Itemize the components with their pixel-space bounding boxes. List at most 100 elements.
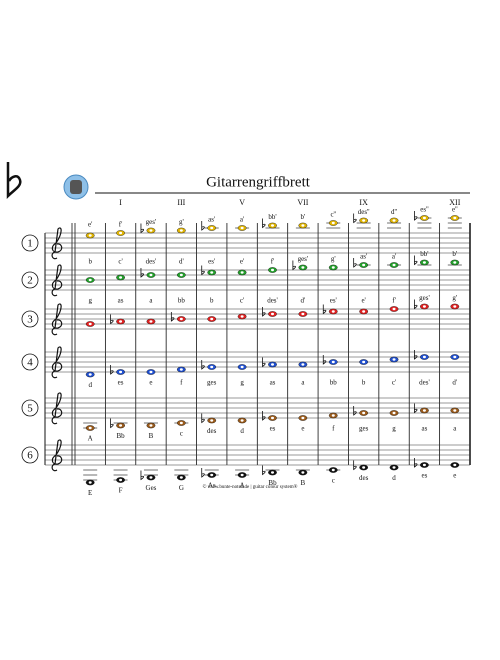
footer: © www.bunte-noten.de | guitar colour sys… — [203, 484, 298, 490]
note-hole — [331, 360, 335, 364]
note-label: ges' — [146, 218, 157, 226]
note-hole — [210, 365, 214, 369]
note-hole — [240, 315, 244, 318]
note-hole — [453, 409, 457, 412]
flat — [140, 470, 144, 481]
note-label: a' — [392, 253, 396, 261]
note-label: as' — [360, 253, 367, 261]
note-label: c — [180, 430, 183, 438]
flat — [110, 314, 114, 325]
flat — [170, 312, 175, 322]
note-hole — [331, 310, 335, 313]
note-label: a' — [240, 216, 244, 224]
note-hole — [301, 224, 305, 227]
note-label: d — [240, 427, 244, 435]
flat — [201, 265, 205, 276]
note-hole — [362, 360, 366, 364]
flat — [262, 357, 266, 368]
note-label: B — [149, 432, 154, 440]
note-hole — [88, 373, 92, 376]
note-hole — [240, 271, 244, 274]
note-label: d' — [301, 297, 306, 305]
note-hole — [392, 411, 396, 415]
note-hole — [179, 229, 183, 232]
note-label: c — [332, 477, 335, 485]
note-hole — [271, 416, 274, 420]
flat — [140, 268, 144, 278]
flat — [292, 260, 296, 271]
note-hole — [240, 365, 244, 369]
note-hole — [453, 463, 457, 467]
note-hole — [88, 426, 92, 430]
note-label: bb' — [268, 213, 276, 221]
note-label: es' — [208, 258, 215, 266]
note-label: b' — [301, 213, 306, 221]
note-label: B — [301, 479, 306, 487]
note-label: des'' — [358, 208, 370, 216]
logo-guitar — [70, 180, 82, 194]
note-label: des' — [146, 258, 157, 266]
note-label: f' — [271, 258, 275, 266]
note-label: a — [149, 297, 153, 305]
note-label: c'' — [330, 211, 336, 219]
flat — [353, 213, 357, 224]
note-label: a — [301, 379, 305, 387]
fret-label: VII — [297, 198, 308, 207]
string-circle — [21, 234, 39, 252]
note-hole — [149, 370, 153, 374]
string-number: 1 — [27, 238, 33, 250]
note-label: bb' — [420, 250, 428, 258]
note-label: d'' — [391, 208, 397, 216]
note-hole — [179, 317, 183, 321]
note-label: F — [119, 487, 123, 495]
note-hole — [149, 476, 153, 479]
note-hole — [331, 468, 335, 472]
flat — [262, 218, 266, 229]
note-label: des' — [267, 297, 278, 305]
note-hole — [240, 473, 244, 477]
note-label: e'' — [452, 206, 458, 214]
note-label: b — [88, 258, 92, 266]
fret-label: III — [177, 198, 185, 207]
note-hole — [240, 226, 244, 230]
note-hole — [149, 273, 153, 277]
note-label: g — [392, 425, 396, 433]
note-label: E — [88, 489, 92, 497]
note-label: bb — [330, 379, 338, 387]
note-label: e' — [240, 258, 244, 266]
flat-sign — [6, 162, 22, 200]
note-hole — [453, 216, 457, 220]
note-hole — [362, 411, 366, 415]
note-label: ges — [359, 425, 369, 433]
note-hole — [210, 473, 214, 477]
note-hole — [453, 261, 457, 264]
fret-label: I — [119, 198, 122, 207]
note-hole — [149, 424, 153, 427]
note-hole — [422, 355, 426, 359]
fret-label: IX — [359, 198, 368, 207]
note-label: c' — [118, 258, 122, 266]
note-label: es — [270, 425, 276, 433]
treble-clef — [51, 264, 63, 297]
note-hole — [301, 363, 305, 366]
note-label: f — [332, 425, 335, 433]
note-hole — [422, 216, 426, 220]
note-label: g — [88, 297, 92, 305]
string-number: 6 — [27, 450, 33, 462]
note-label: ges' — [298, 255, 309, 263]
note-label: Bb — [268, 479, 277, 487]
string-number: 3 — [27, 314, 33, 326]
flat — [414, 255, 418, 266]
note-hole — [422, 463, 426, 467]
note-hole — [301, 312, 305, 316]
note-hole — [210, 419, 214, 422]
note-label: es' — [330, 297, 337, 305]
note-hole — [149, 320, 153, 323]
note-hole — [210, 317, 214, 321]
note-hole — [179, 368, 183, 371]
flat — [353, 460, 357, 471]
note-hole — [392, 358, 396, 361]
flat — [322, 355, 327, 365]
